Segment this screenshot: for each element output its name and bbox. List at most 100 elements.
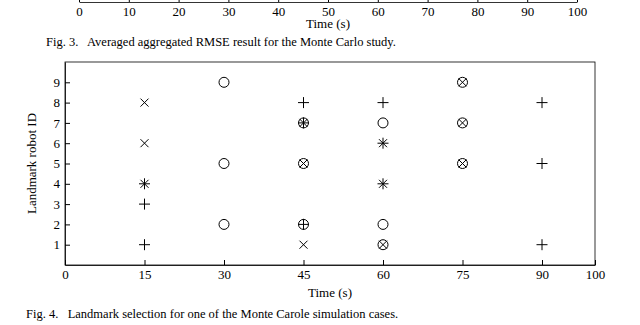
x-tick-mark	[304, 260, 305, 265]
x-tick-mark	[463, 260, 464, 265]
chart: 0102030405060708090100Time (s)Fig. 3. Av…	[46, 0, 587, 49]
y-tick-mark	[65, 164, 70, 165]
marker-circle	[219, 159, 229, 169]
y-tick: 8	[54, 95, 71, 110]
x-tick-mark	[378, 0, 379, 2]
x-tick-mark	[428, 0, 429, 2]
series	[141, 78, 467, 248]
x-tick-mark	[477, 0, 478, 2]
page: 0102030405060708090100Time (s)Fig. 3. Av…	[0, 0, 640, 325]
x-tick-mark	[527, 0, 528, 2]
x-tick-label: 60	[372, 4, 385, 19]
x-tick: 15	[139, 260, 152, 282]
y-tick-label: 5	[54, 156, 61, 171]
x-tick: 30	[222, 0, 235, 19]
x-tick-mark	[79, 0, 80, 2]
x-tick-label: 75	[457, 267, 470, 282]
marker-circle	[458, 77, 468, 87]
x-tick-mark	[595, 260, 596, 265]
y-tick-label: 9	[54, 75, 61, 90]
y-tick: 7	[54, 116, 71, 131]
series	[219, 77, 468, 249]
x-tick: 30	[218, 260, 231, 282]
y-tick-label: 4	[54, 176, 61, 191]
y-tick-mark	[65, 224, 70, 225]
x-axis-line	[66, 265, 596, 266]
marker-plus	[139, 239, 150, 250]
x-tick-label: 90	[536, 267, 549, 282]
y-tick-label: 6	[54, 136, 61, 151]
y-tick-label: 7	[54, 116, 61, 131]
x-tick: 75	[457, 260, 470, 282]
x-tick-label: 70	[422, 4, 435, 19]
marks	[139, 77, 548, 250]
marker-x	[300, 241, 308, 249]
marker-x	[459, 78, 467, 86]
y-tick-label: 8	[54, 95, 61, 110]
marker-asterisk	[378, 138, 389, 149]
x-tick-mark	[383, 260, 384, 265]
x-tick-mark	[328, 0, 329, 2]
marker-x	[141, 139, 149, 147]
x-tick-mark	[577, 0, 578, 2]
y-tick-label: 2	[54, 217, 61, 232]
x-axis-title: Time (s)	[306, 16, 350, 31]
x-tick-label: 10	[123, 4, 136, 19]
x-tick: 60	[377, 260, 390, 282]
x-tick: 100	[586, 260, 606, 282]
y-tick: 9	[54, 75, 71, 90]
marker-asterisk	[378, 178, 389, 189]
x-tick: 20	[173, 0, 186, 19]
x-tick-mark	[542, 260, 543, 265]
marker-circle	[219, 219, 229, 229]
marker-plus	[139, 199, 150, 210]
x-tick-label: 100	[586, 267, 606, 282]
x-tick: 10	[123, 0, 136, 19]
marker-circle	[378, 118, 388, 128]
y-tick: 6	[54, 136, 71, 151]
y-tick-mark	[65, 204, 70, 205]
x-tick-label: 90	[521, 4, 534, 19]
marker-plus	[537, 158, 548, 169]
y-tick-mark	[65, 143, 70, 144]
marker-circle	[299, 159, 309, 169]
marker-circle	[458, 159, 468, 169]
y-tick-mark	[65, 82, 70, 83]
x-tick: 90	[521, 0, 534, 19]
x-tick-mark	[228, 0, 229, 2]
marker-plus	[378, 97, 389, 108]
x-tick: 45	[298, 260, 311, 282]
x-tick-label: 100	[568, 4, 588, 19]
series	[139, 117, 389, 189]
x-tick-label: 30	[222, 4, 235, 19]
x-tick: 90	[536, 260, 549, 282]
caption: Fig. 4. Landmark selection for one of th…	[26, 307, 398, 321]
y-axis-title: Landmark robot ID	[24, 113, 39, 214]
x-tick-label: 45	[298, 267, 311, 282]
x-axis-line	[80, 2, 578, 3]
marker-x	[379, 241, 387, 249]
x-tick: 70	[422, 0, 435, 19]
x-tick-label: 0	[62, 267, 69, 282]
x-tick: 80	[471, 0, 484, 19]
y-tick-mark	[65, 123, 70, 124]
x-axis-title: Time (s)	[308, 285, 352, 300]
y-tick: 2	[54, 217, 71, 232]
x-tick-label: 0	[76, 4, 83, 19]
x-tick-label: 40	[272, 4, 285, 19]
x-tick-label: 30	[218, 267, 231, 282]
x-tick-label: 80	[471, 4, 484, 19]
marker-circle	[219, 77, 229, 87]
y-tick-label: 1	[54, 237, 61, 252]
y-tick: 1	[54, 237, 71, 252]
x-tick: 100	[568, 0, 588, 19]
marker-x	[459, 119, 467, 127]
marker-plus	[298, 97, 309, 108]
marker-asterisk	[139, 178, 150, 189]
plot-frame	[65, 62, 595, 265]
marker-circle	[378, 219, 388, 229]
x-tick-mark	[129, 0, 130, 2]
y-tick-mark	[65, 103, 70, 104]
marker-plus	[537, 97, 548, 108]
chart: 0153045607590100123456789Time (s)Landmar…	[24, 62, 605, 321]
